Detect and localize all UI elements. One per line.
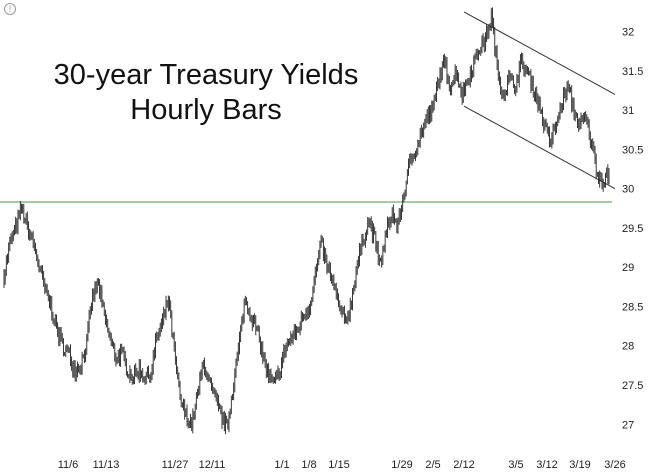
- y-tick-label: 31: [622, 105, 634, 117]
- chart-subtitle: Hourly Bars: [130, 94, 282, 126]
- channel-lower-line: [463, 105, 616, 190]
- x-tick-label: 3/26: [604, 459, 625, 471]
- channel-upper-line: [463, 11, 616, 95]
- x-tick-label: 11/6: [58, 459, 79, 471]
- x-tick-label: 11/13: [93, 459, 120, 471]
- x-tick-label: 11/27: [162, 459, 189, 471]
- y-tick-label: 27: [622, 419, 634, 431]
- x-tick-label: 2/5: [425, 459, 440, 471]
- x-tick-label: 12/11: [199, 459, 226, 471]
- y-tick-label: 27.5: [622, 380, 643, 392]
- x-tick-label: 1/8: [301, 459, 316, 471]
- y-tick-label: 30: [622, 184, 634, 196]
- chart-title-block: 30-year Treasury Yields Hourly Bars: [54, 59, 359, 126]
- y-axis: 27 27.5 28 28.5 29 29.5 30 30.5 31 31.5 32: [622, 27, 643, 432]
- x-tick-label: 2/12: [453, 459, 474, 471]
- y-tick-label: 28: [622, 341, 634, 353]
- x-tick-label: 3/19: [569, 459, 590, 471]
- y-tick-label: 29.5: [622, 223, 643, 235]
- x-tick-label: 1/15: [328, 459, 349, 471]
- y-tick-label: 30.5: [622, 144, 643, 156]
- x-tick-label: 3/12: [536, 459, 557, 471]
- y-tick-label: 28.5: [622, 301, 643, 313]
- chart-title: 30-year Treasury Yields: [54, 59, 359, 91]
- y-tick-label: 29: [622, 262, 634, 274]
- price-series: [3, 7, 610, 435]
- x-axis: 11/6 11/13 11/27 12/11 1/1 1/8 1/15 1/29 2/5 2/12…: [58, 459, 626, 471]
- info-icon[interactable]: !: [4, 3, 16, 15]
- y-tick-label: 32: [622, 27, 634, 39]
- x-tick-label: 1/29: [391, 459, 412, 471]
- y-tick-label: 31.5: [622, 66, 643, 78]
- x-tick-label: 1/1: [274, 459, 289, 471]
- x-tick-label: 3/5: [508, 459, 523, 471]
